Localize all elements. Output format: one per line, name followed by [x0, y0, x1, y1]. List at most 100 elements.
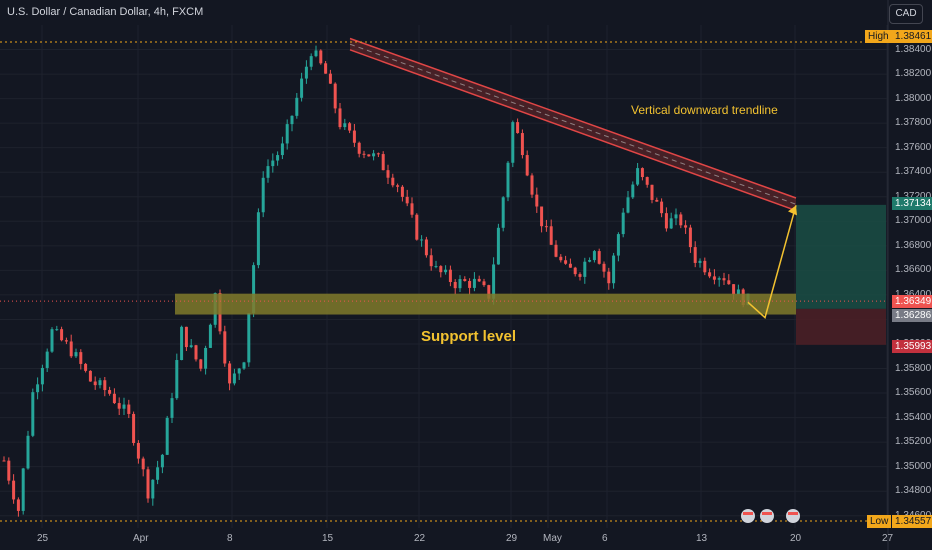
target-value-tag: 1.37134 — [892, 197, 932, 210]
candle-body — [276, 155, 280, 161]
y-tick-label: 1.38000 — [895, 92, 932, 104]
candle-body — [655, 199, 659, 202]
candle-body — [573, 267, 577, 275]
candle-body — [208, 324, 212, 348]
y-tick-label: 1.36800 — [895, 239, 932, 251]
candle-body — [549, 226, 553, 245]
candle-body — [151, 479, 155, 499]
y-tick-label: 1.35200 — [895, 436, 932, 448]
candle-body — [170, 398, 174, 418]
candle-body — [165, 417, 169, 455]
candle-body — [703, 260, 707, 273]
candle-body — [237, 368, 241, 374]
candle-body — [184, 326, 188, 348]
candle-body — [626, 197, 630, 213]
high-value-tag: 1.38461 — [892, 30, 932, 43]
candle-body — [727, 280, 731, 285]
candle-body — [381, 154, 385, 171]
candle-body — [300, 78, 304, 98]
x-tick-label: 22 — [414, 533, 426, 544]
candle-body — [660, 201, 664, 214]
candle-body — [232, 373, 236, 384]
candle-body — [2, 460, 6, 462]
candle-body — [736, 289, 740, 295]
candle-body — [717, 278, 721, 280]
candle-body — [722, 278, 726, 281]
candle-body — [261, 177, 265, 213]
candle-body — [732, 284, 736, 295]
candle-body — [520, 133, 524, 156]
candle-body — [136, 442, 140, 459]
event-flag-icon — [760, 509, 774, 523]
candle-body — [242, 362, 246, 369]
candle-body — [679, 214, 683, 226]
stop-zone — [796, 308, 886, 345]
candle-body — [367, 154, 371, 157]
candle-body — [391, 177, 395, 186]
trendline-annotation: Vertical downward trendline — [631, 103, 778, 117]
candle-body — [468, 281, 472, 288]
candle-body — [357, 142, 361, 154]
candle-body — [453, 281, 457, 289]
candle-body — [7, 460, 11, 481]
trendline-lower — [349, 49, 797, 212]
event-flag-stripe — [788, 512, 798, 515]
candle-body — [12, 480, 16, 500]
candle-body — [544, 226, 548, 228]
candle-body — [640, 168, 644, 178]
candle-body — [280, 143, 284, 156]
candle-body — [458, 279, 462, 289]
candle-body — [36, 384, 40, 393]
candle-body — [319, 50, 323, 64]
y-tick-label: 1.37600 — [895, 141, 932, 153]
candle-body — [525, 155, 529, 176]
candle-body — [112, 393, 116, 404]
currency-button[interactable]: CAD — [889, 4, 923, 24]
support-zone — [175, 293, 796, 315]
candle-body — [266, 166, 270, 178]
event-flag-stripe — [743, 512, 753, 515]
candle-body — [415, 214, 419, 240]
candle-body — [434, 266, 438, 268]
candle-body — [554, 244, 558, 257]
candle-body — [88, 370, 92, 382]
candle-body — [439, 266, 443, 273]
candle-body — [530, 175, 534, 195]
candle-body — [463, 279, 467, 282]
y-tick-label: 1.34800 — [895, 485, 932, 497]
candle-body — [492, 264, 496, 299]
stop-price-tag: 1.35993 — [892, 340, 932, 353]
x-tick-label: 20 — [790, 533, 802, 544]
candle-body — [60, 329, 64, 341]
candle-body — [132, 413, 136, 443]
candle-body — [348, 123, 352, 131]
candle-body — [55, 329, 59, 331]
candle-body — [410, 203, 414, 215]
target-zone — [796, 204, 886, 309]
support-annotation: Support level — [421, 328, 517, 345]
candle-body — [314, 50, 318, 57]
candle-body — [204, 347, 208, 369]
candle-body — [592, 251, 596, 261]
candle-body — [688, 227, 692, 248]
candle-body — [16, 499, 20, 511]
candle-body — [64, 340, 68, 342]
chart-title: U.S. Dollar / Canadian Dollar, 4h, FXCM — [7, 6, 204, 18]
candle-body — [578, 274, 582, 277]
candle-body — [482, 281, 486, 286]
candle-body — [324, 63, 328, 74]
candle-body — [564, 260, 568, 264]
event-flag-icon — [741, 509, 755, 523]
entry-price-tag: 1.36286 — [892, 309, 932, 322]
candle-body — [583, 261, 587, 277]
candle-body — [712, 276, 716, 280]
candle-body — [612, 255, 616, 284]
candle-body — [98, 380, 102, 386]
candle-body — [146, 469, 150, 499]
candle-body — [117, 403, 121, 409]
high-label-tag: High — [865, 30, 892, 43]
candle-body — [511, 122, 515, 163]
candle-body — [338, 108, 342, 128]
x-tick-label: 8 — [227, 533, 233, 544]
